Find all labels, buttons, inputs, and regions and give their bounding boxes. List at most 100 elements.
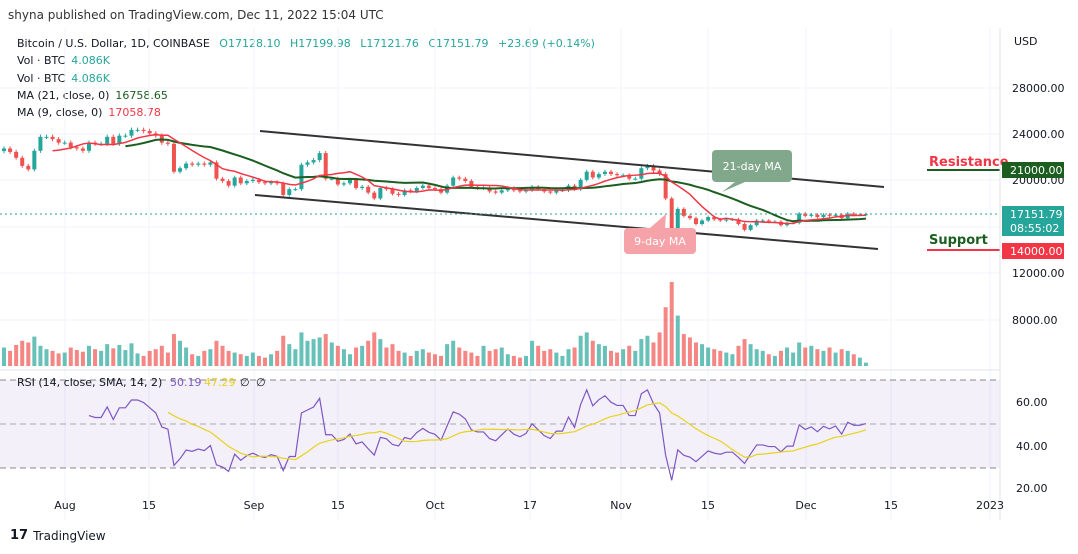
currency-label[interactable]: USD [1014, 35, 1038, 48]
volume-bar [445, 344, 450, 366]
candle [827, 214, 832, 216]
time-tick: 15 [884, 499, 898, 512]
candle [621, 175, 626, 177]
candle [202, 163, 207, 165]
volume-bar [311, 339, 316, 366]
ohlc-change: +23.69 (+0.14%) [498, 37, 595, 50]
volume-bar [220, 345, 225, 366]
brand-name: TradingView [33, 528, 106, 543]
candle [117, 135, 122, 144]
candle [14, 151, 19, 158]
volume-bar [554, 352, 559, 366]
candle [341, 183, 346, 185]
ma9-label[interactable]: MA (9, close, 0) [17, 106, 103, 120]
time-tick: Dec [795, 499, 816, 512]
volume-bar [851, 354, 856, 366]
volume-bar [165, 352, 170, 366]
volume-bar [505, 354, 510, 366]
candle [50, 136, 55, 140]
candle [317, 153, 322, 161]
candle [766, 220, 771, 222]
volume-bar [141, 355, 146, 366]
volume-bar [68, 347, 73, 366]
volume-bar [281, 335, 286, 366]
candle [432, 187, 437, 190]
volume-bar [760, 350, 765, 366]
candle [293, 189, 298, 191]
vol-label[interactable]: Vol · BTC [17, 71, 66, 85]
volume-bar [250, 352, 255, 366]
candle [68, 142, 73, 148]
volume-bar [845, 350, 850, 366]
volume-bar [809, 345, 814, 366]
volume-bar [772, 355, 777, 366]
footer-brand[interactable]: 17 TradingView [10, 528, 106, 543]
volume-bar [360, 345, 365, 366]
volume-bar [196, 355, 201, 366]
candle [141, 129, 146, 132]
candle [269, 182, 274, 184]
vol-label[interactable]: Vol · BTC [17, 54, 66, 68]
candle [354, 179, 359, 188]
volume-bar [8, 350, 13, 366]
volume-bar [226, 350, 231, 366]
volume-bar [378, 339, 383, 366]
candle [736, 219, 741, 225]
candle [554, 190, 559, 193]
candle [105, 136, 110, 144]
volume-bar [184, 347, 189, 366]
candle [287, 189, 292, 195]
volume-bar [451, 340, 456, 366]
tradingview-logo-icon: 17 [10, 528, 29, 543]
candle [226, 181, 231, 186]
ma21-value: 16758.65 [115, 88, 168, 102]
candle [220, 178, 225, 181]
volume-bar [147, 350, 152, 366]
candle [645, 165, 650, 169]
volume-bar [590, 340, 595, 366]
volume-bar [791, 352, 796, 366]
ma9-callout[interactable] [624, 228, 696, 254]
volume-bar [730, 354, 735, 366]
channel-lower-line[interactable] [254, 194, 879, 250]
volume-bar [232, 352, 237, 366]
volume-bar [111, 348, 116, 366]
volume-bar [602, 345, 607, 366]
volume-bar [584, 332, 589, 366]
rsi-axis[interactable]: 60.00 40.00 20.00 [1016, 396, 1048, 495]
candle [111, 136, 116, 144]
volume-bar [14, 345, 19, 366]
volume-bar [542, 350, 547, 366]
candle [821, 214, 826, 218]
time-axis[interactable]: Aug 15 Sep 15 Oct 17 Nov 15 Dec 15 2023 [54, 499, 1004, 512]
last-price-tag [1002, 206, 1064, 236]
volume-bar [657, 332, 662, 366]
candle [281, 183, 286, 195]
vol-value: 4.086K [71, 54, 110, 68]
volume-bar [135, 353, 140, 366]
volume-bar [129, 343, 134, 366]
time-tick: 15 [701, 499, 715, 512]
candle [305, 162, 310, 165]
candle [706, 217, 711, 221]
volume-bar [354, 347, 359, 366]
candle [396, 193, 401, 195]
volume-bar [2, 347, 6, 366]
volume-bar [56, 353, 61, 366]
volume-bar [511, 355, 516, 366]
candle [596, 174, 601, 178]
volume-bar [317, 337, 322, 366]
candle [833, 214, 838, 216]
time-tick: 15 [331, 499, 345, 512]
candle [420, 185, 425, 188]
volume-bar [712, 349, 717, 366]
ma21-callout[interactable] [712, 150, 792, 182]
volume-bar [256, 355, 261, 366]
rsi-label[interactable]: RSI (14, close, SMA, 14, 2) [17, 376, 162, 389]
candle [639, 168, 644, 179]
volume-bar [202, 350, 207, 366]
ma21-label[interactable]: MA (21, close, 0) [17, 88, 110, 102]
volume-bar [481, 345, 486, 366]
